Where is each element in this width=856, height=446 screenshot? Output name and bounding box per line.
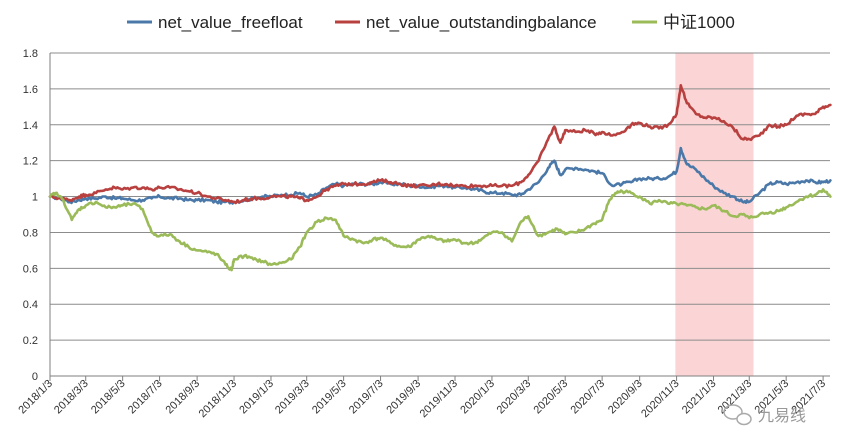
x-tick-label: 2018/5/3	[89, 378, 128, 417]
x-tick-label: 2019/1/3	[237, 378, 276, 417]
legend-item: 中证1000	[632, 13, 735, 32]
legend-item: net_value_freefloat	[127, 13, 303, 32]
x-axis: 2018/1/32018/3/32018/5/32018/7/32018/9/3…	[16, 376, 828, 420]
x-tick-label: 2019/11/3	[418, 378, 461, 421]
series-lines	[48, 84, 832, 272]
y-tick-label: 0.2	[23, 335, 38, 347]
x-tick-label: 2021/1/3	[680, 378, 719, 417]
y-tick-label: 1.8	[23, 48, 38, 60]
gridlines	[50, 52, 830, 377]
x-tick-label: 2020/5/3	[532, 378, 571, 417]
y-tick-label: 1.2	[23, 156, 38, 168]
x-tick-label: 2018/3/3	[52, 378, 91, 417]
legend-label: net_value_outstandingbalance	[366, 13, 597, 32]
y-tick-label: 0	[32, 371, 38, 383]
y-tick-label: 0.8	[23, 227, 38, 239]
x-tick-label: 2018/1/3	[16, 378, 55, 417]
legend: net_value_freefloat net_value_outstanding…	[127, 13, 735, 32]
x-tick-label: 2020/1/3	[458, 378, 497, 417]
y-tick-label: 1.4	[23, 120, 38, 132]
legend-item: net_value_outstandingbalance	[335, 13, 597, 32]
watermark-text: 九易线	[758, 406, 806, 425]
x-tick-label: 2018/11/3	[197, 378, 240, 421]
x-tick-label: 2020/3/3	[495, 378, 534, 417]
watermark: 九易线	[723, 404, 806, 426]
y-tick-label: 0.6	[23, 263, 38, 275]
x-tick-label: 2020/7/3	[568, 378, 607, 417]
x-tick-label: 2019/7/3	[347, 378, 386, 417]
series-line	[48, 84, 832, 205]
legend-label: net_value_freefloat	[158, 13, 303, 32]
y-tick-label: 0.4	[23, 299, 38, 311]
x-tick-label: 2019/5/3	[310, 378, 349, 417]
x-tick-label: 2020/11/3	[639, 378, 682, 421]
y-tick-label: 1.6	[23, 84, 38, 96]
x-tick-label: 2019/3/3	[273, 378, 312, 417]
y-tick-label: 1	[32, 192, 38, 204]
y-axis: 0 0.2 0.4 0.6 0.8 1 1.2 1.4 1.6 1.8	[23, 48, 51, 383]
legend-label: 中证1000	[663, 13, 735, 32]
x-tick-label: 2018/7/3	[126, 378, 165, 417]
x-tick-label: 2021/3/3	[716, 378, 755, 417]
wechat-icon	[723, 404, 752, 426]
series-line	[48, 188, 832, 272]
